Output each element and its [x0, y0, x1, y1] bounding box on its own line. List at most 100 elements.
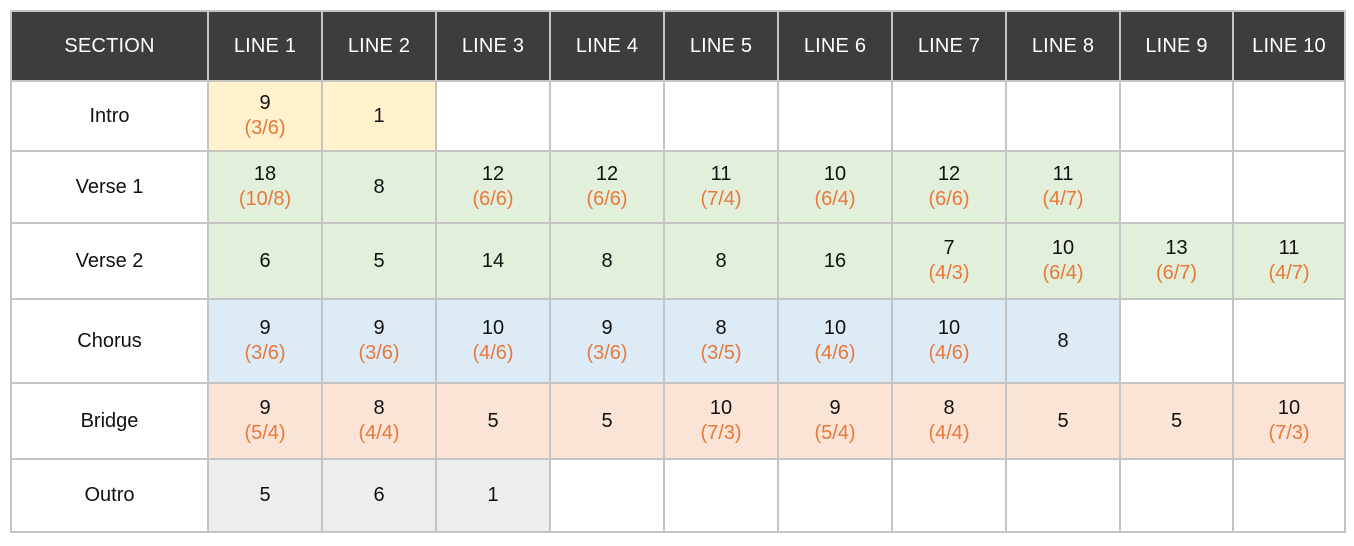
syllable-count: 8 — [601, 249, 613, 272]
empty-cell — [1119, 458, 1234, 533]
syllable-cell: 5 — [1005, 382, 1121, 460]
syllable-count: 8 — [1057, 329, 1069, 352]
syllable-cell: 7 (4/3) — [891, 222, 1007, 300]
syllable-count: 9 — [259, 397, 271, 419]
syllable-cell: 8 — [549, 222, 665, 300]
syllable-cell: 16 — [777, 222, 893, 300]
syllable-split: (6/7) — [1155, 262, 1198, 284]
syllable-count: 12 — [595, 163, 619, 185]
syllable-count: 8 — [715, 249, 727, 272]
section-label: Outro — [10, 458, 209, 533]
syllable-split: (7/4) — [700, 188, 742, 210]
syllable-cell: 5 — [321, 222, 437, 300]
syllable-count: 10 — [1277, 397, 1301, 419]
table-row: Verse 1 18 (10/8) 8 12 (6/6) 12 (6/6) 11 (7/4) 10 (… — [10, 150, 1346, 224]
syllable-split: (3/6) — [358, 342, 400, 364]
syllable-count: 10 — [823, 163, 847, 185]
empty-cell — [1232, 298, 1346, 384]
header-line-9: LINE 9 — [1119, 10, 1234, 82]
syllable-cell: 12 (6/6) — [891, 150, 1007, 224]
syllable-cell: 8 (4/4) — [891, 382, 1007, 460]
syllable-split: (6/4) — [814, 188, 856, 210]
syllable-split: (7/3) — [1268, 422, 1310, 444]
syllable-cell: 8 — [663, 222, 779, 300]
syllable-cell: 8 — [1005, 298, 1121, 384]
syllable-split: (4/4) — [358, 422, 400, 444]
syllable-count: 5 — [1170, 409, 1183, 432]
section-label: Intro — [10, 80, 209, 152]
header-line-4: LINE 4 — [549, 10, 665, 82]
syllable-split: (4/7) — [1268, 262, 1310, 284]
empty-cell — [891, 458, 1007, 533]
syllable-cell: 5 — [435, 382, 551, 460]
syllable-count: 16 — [823, 249, 847, 272]
syllable-count: 9 — [829, 397, 841, 419]
syllable-split: (5/4) — [814, 422, 856, 444]
section-label: Chorus — [10, 298, 209, 384]
syllable-split: (4/7) — [1042, 188, 1084, 210]
syllable-split: (6/6) — [928, 188, 970, 210]
syllable-cell: 8 (3/5) — [663, 298, 779, 384]
syllable-count: 14 — [481, 249, 505, 272]
syllable-cell: 18 (10/8) — [207, 150, 323, 224]
syllable-count: 8 — [943, 397, 955, 419]
empty-cell — [1005, 80, 1121, 152]
syllable-split: (3/6) — [244, 342, 286, 364]
empty-cell — [1119, 150, 1234, 224]
syllable-cell: 11 (4/7) — [1005, 150, 1121, 224]
syllable-split: (6/4) — [1042, 262, 1084, 284]
table-row: Outro 5 6 1 — [10, 458, 1346, 533]
header-row: SECTION LINE 1 LINE 2 LINE 3 LINE 4 LINE 5 LI… — [10, 10, 1346, 82]
syllable-count: 6 — [259, 249, 271, 272]
syllable-count: 12 — [481, 163, 505, 185]
syllable-count: 11 — [710, 163, 732, 185]
syllable-cell: 9 (3/6) — [207, 80, 323, 152]
syllable-split: (4/6) — [814, 342, 856, 364]
syllable-split: (4/4) — [928, 422, 970, 444]
syllable-split: (10/8) — [238, 188, 292, 210]
syllable-count: 1 — [487, 484, 499, 506]
header-line-6: LINE 6 — [777, 10, 893, 82]
syllable-cell: 10 (6/4) — [777, 150, 893, 224]
empty-cell — [1119, 298, 1234, 384]
empty-cell — [891, 80, 1007, 152]
syllable-count: 10 — [481, 317, 505, 339]
syllable-cell: 8 (4/4) — [321, 382, 437, 460]
syllable-cell: 8 — [321, 150, 437, 224]
syllable-count: 8 — [715, 317, 727, 339]
header-line-7: LINE 7 — [891, 10, 1007, 82]
header-section: SECTION — [10, 10, 209, 82]
table-row: Bridge 9 (5/4) 8 (4/4) 5 5 10 (7/3) 9 (5/4) 8 (4/4) 5… — [10, 382, 1346, 460]
syllable-cell: 5 — [207, 458, 323, 533]
syllable-cell: 12 (6/6) — [435, 150, 551, 224]
syllable-cell: 12 (6/6) — [549, 150, 665, 224]
syllable-count: 11 — [1052, 163, 1074, 185]
syllable-count: 9 — [373, 317, 385, 339]
syllable-count: 5 — [373, 249, 385, 272]
syllable-count: 6 — [373, 484, 385, 506]
syllable-cell: 9 (3/6) — [549, 298, 665, 384]
syllable-cell: 13 (6/7) — [1119, 222, 1234, 300]
syllable-cell: 1 — [321, 80, 437, 152]
syllable-count: 11 — [1278, 237, 1300, 259]
syllable-cell: 10 (7/3) — [663, 382, 779, 460]
empty-cell — [549, 80, 665, 152]
syllable-count: 12 — [937, 163, 961, 185]
syllable-cell: 10 (4/6) — [891, 298, 1007, 384]
song-structure-table: SECTION LINE 1 LINE 2 LINE 3 LINE 4 LINE 5 LI… — [10, 10, 1346, 533]
header-line-5: LINE 5 — [663, 10, 779, 82]
syllable-count: 10 — [709, 397, 733, 419]
section-label: Bridge — [10, 382, 209, 460]
table-row: Verse 2 6 5 14 8 8 16 7 (4/3) 10 (6/4) 13 (6/7) 11 (4/… — [10, 222, 1346, 300]
syllable-count: 18 — [253, 163, 277, 185]
syllable-count: 5 — [487, 409, 499, 432]
empty-cell — [1005, 458, 1121, 533]
syllable-count: 9 — [259, 317, 271, 339]
syllable-count: 9 — [259, 92, 271, 114]
syllable-split: (5/4) — [244, 422, 286, 444]
syllable-cell: 9 (3/6) — [321, 298, 437, 384]
syllable-count: 10 — [823, 317, 847, 339]
syllable-count: 13 — [1165, 237, 1188, 259]
empty-cell — [663, 80, 779, 152]
syllable-cell: 10 (6/4) — [1005, 222, 1121, 300]
